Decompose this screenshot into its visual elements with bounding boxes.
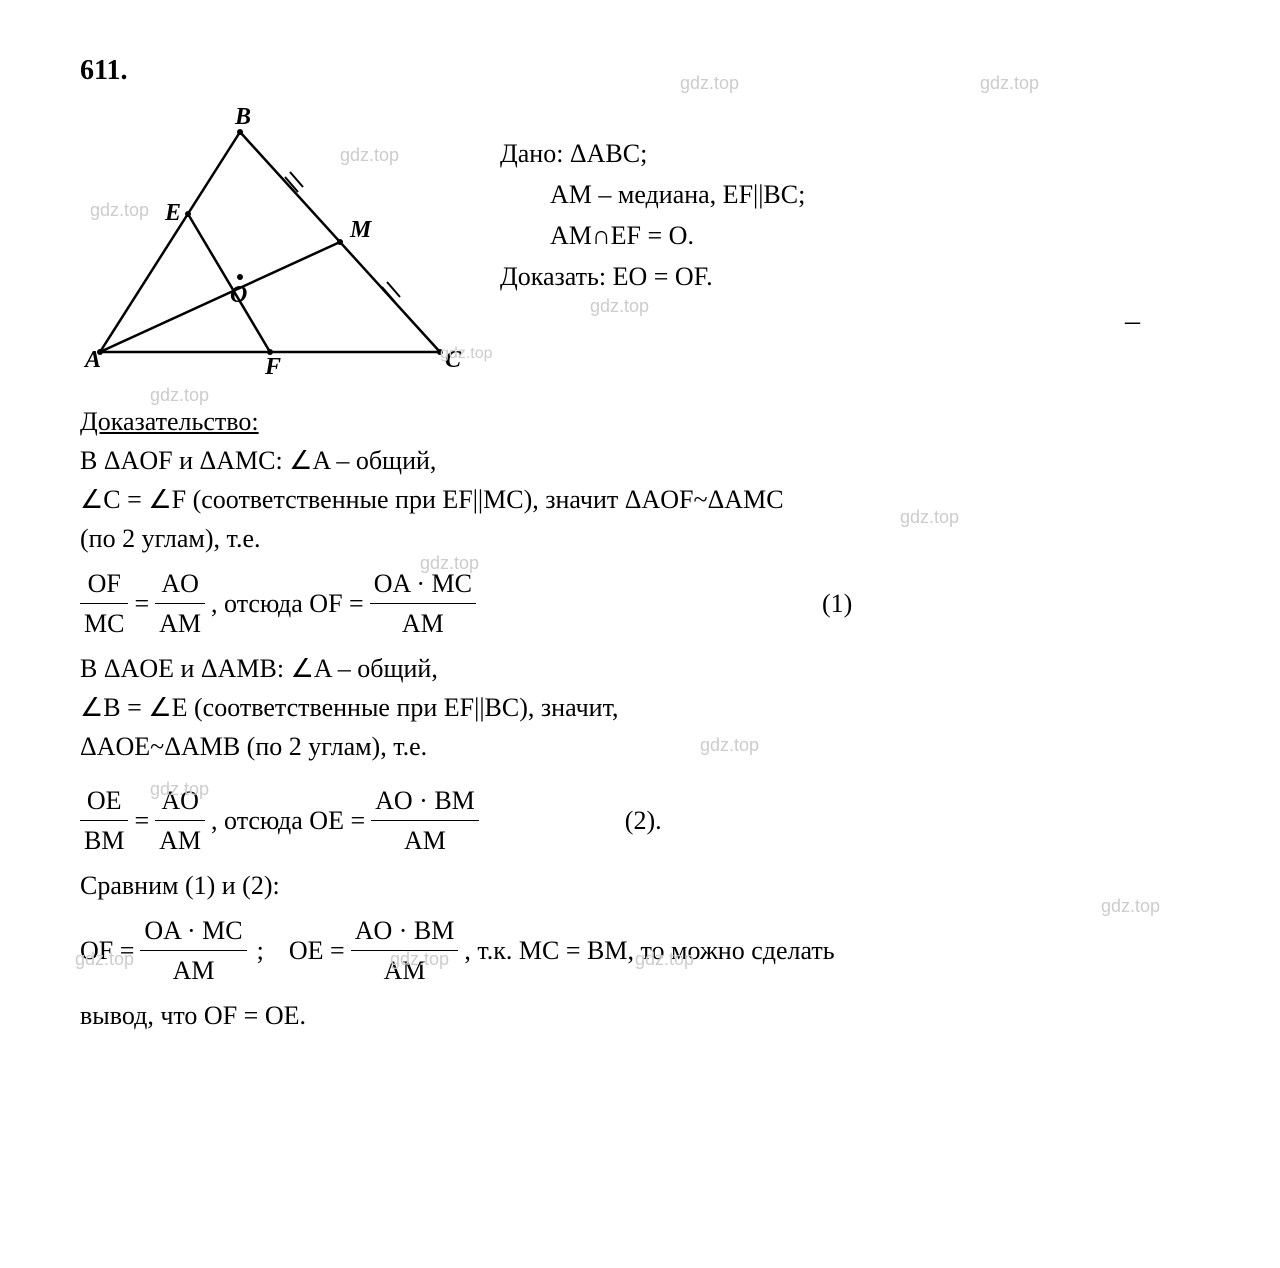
triangle-diagram: gdz.top gdz.top A B	[80, 102, 460, 382]
eq2-text: , отсюда OE =	[211, 801, 365, 840]
final-text: , т.к. MC = BM, то можно сделать	[464, 931, 834, 970]
final-sep: ;	[257, 931, 264, 970]
label-e: E	[164, 200, 181, 226]
final-oe: OE =	[289, 931, 345, 970]
final-oe-num: AO · BM	[351, 911, 459, 951]
prove-text: EO = OF.	[613, 262, 713, 291]
eq2-label: (2).	[625, 801, 662, 840]
given-block: Дано: ΔABC; AM – медиана, EF||BC; AM∩EF …	[500, 102, 1200, 343]
eq1-label: (1)	[822, 584, 852, 623]
proof-line-2: ∠C = ∠F (соответственные при EF||MC), зн…	[80, 480, 1200, 519]
final-equation: OF = OA · MC AM ; OE = AO · BM AM , т.к.…	[80, 911, 1200, 990]
label-m: M	[349, 217, 373, 243]
watermark: gdz.top	[700, 732, 759, 759]
eq2-frac3-num: AO · BM	[371, 781, 479, 821]
watermark: gdz.top	[590, 293, 649, 320]
eq1-frac1-num: OF	[80, 564, 128, 604]
eq1-frac2-den: AM	[155, 604, 205, 643]
compare-line: Сравним (1) и (2):	[80, 866, 1200, 905]
label-a: A	[83, 347, 101, 373]
problem-number: 611.	[80, 50, 1200, 92]
final-oe-den: AM	[351, 951, 459, 990]
eq2-frac1-den: BM	[80, 821, 128, 860]
conclusion: вывод, что OF = OE.	[80, 996, 1200, 1035]
eq1-frac3-num: OA · MC	[370, 564, 476, 604]
final-of-num: OA · MC	[140, 911, 246, 951]
proof-line-1: В ΔAOF и ΔAMC: ∠A – общий,	[80, 441, 1200, 480]
given-title: Дано:	[500, 139, 563, 168]
proof-line-4: В ΔAOE и ΔAMB: ∠A – общий,	[80, 649, 1200, 688]
final-of-den: AM	[140, 951, 246, 990]
eq1-text: , отсюда OF =	[211, 584, 364, 623]
prove-title: Доказать:	[500, 262, 606, 291]
diagram-svg: A B C M E F O	[80, 102, 460, 382]
equation-2: OE BM = AO AM , отсюда OE = AO · BM AM (…	[80, 781, 1200, 860]
eq2-frac3-den: AM	[371, 821, 479, 860]
label-o: O	[230, 282, 247, 308]
eq1-frac1-den: MC	[80, 604, 128, 643]
eq1-frac2-num: AO	[155, 564, 205, 604]
label-f: F	[264, 354, 281, 380]
label-c: C	[445, 347, 462, 373]
proof-line-2b: (по 2 углам), т.е.	[80, 519, 1200, 558]
eq1-frac3-den: AM	[370, 604, 476, 643]
proof-line-5: ∠B = ∠E (соответственные при EF||BC), зн…	[80, 688, 1200, 727]
eq2-frac2-den: AM	[155, 821, 205, 860]
proof-title: Доказательство:	[80, 402, 1200, 441]
eq2-frac1-num: OE	[80, 781, 128, 821]
label-b: B	[234, 104, 251, 130]
given-line-1: AM – медиана, EF||BC;	[500, 175, 1200, 214]
proof-line-6: ΔAOE~ΔAMB (по 2 углам), т.е.	[80, 732, 427, 761]
eq2-frac2-num: AO	[155, 781, 205, 821]
given-line-2: AM∩EF = O.	[500, 216, 1200, 255]
final-of: OF =	[80, 931, 134, 970]
equation-1: OF MC = AO AM , отсюда OF = OA · MC AM (…	[80, 564, 1200, 643]
given-line-0: ΔABC;	[570, 139, 647, 168]
